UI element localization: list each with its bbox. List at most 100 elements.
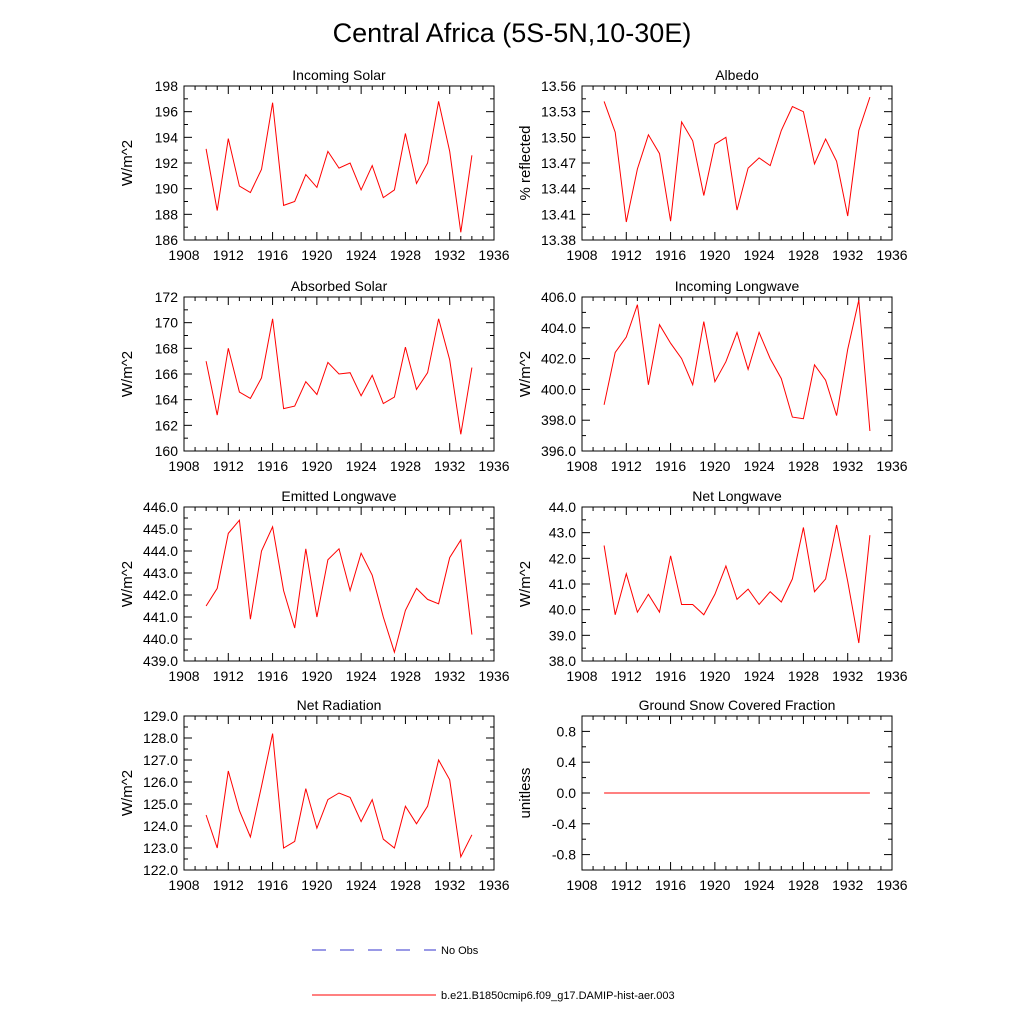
- y-tick-label: 38.0: [549, 653, 576, 669]
- panel-1: Incoming Solar 1908 1912 1916 1920 1924 1928 19…: [119, 67, 510, 263]
- x-tick-label: 1932: [832, 668, 863, 684]
- series-line: [205, 518, 473, 655]
- x-tick-label: 1932: [832, 458, 863, 474]
- plot-frame: [581, 296, 893, 452]
- y-tick-label: 404.0: [541, 320, 576, 336]
- panel-4: Incoming Longwave 1908 1912 1916 1920 1924 192…: [517, 278, 908, 474]
- x-tick-label: 1908: [566, 458, 597, 474]
- x-tick-label: 1924: [744, 668, 775, 684]
- x-tick-label: 1932: [434, 877, 465, 893]
- panel-5: Emitted Longwave 1908 1912 1916 1920 1924 1928…: [119, 488, 510, 684]
- panel-8: Ground Snow Covered Fraction 1908 1912 1916…: [517, 697, 908, 893]
- y-tick-label: 400.0: [541, 381, 576, 397]
- legend-label: b.e21.B1850cmip6.f09_g17.DAMIP-hist-aer.…: [441, 990, 675, 1002]
- x-tick-label: 1912: [213, 458, 244, 474]
- y-tick-label: 198: [155, 78, 179, 94]
- x-tick-label: 1920: [301, 458, 332, 474]
- y-tick-label: 445.0: [143, 521, 178, 537]
- x-tick-label: 1932: [832, 877, 863, 893]
- y-tick-label: 192: [155, 155, 179, 171]
- x-tick-label: 1924: [744, 458, 775, 474]
- x-tick-label: 1932: [434, 668, 465, 684]
- x-tick-label: 1924: [346, 247, 377, 263]
- x-tick-label: 1924: [346, 877, 377, 893]
- x-tick-label: 1928: [390, 668, 421, 684]
- y-tick-label: 39.0: [549, 627, 576, 643]
- x-tick-label: 1920: [301, 668, 332, 684]
- x-tick-label: 1916: [257, 458, 288, 474]
- y-tick-label: 402.0: [541, 351, 576, 367]
- y-tick-label: 42.0: [549, 550, 576, 566]
- series-line: [205, 733, 473, 859]
- panel-6: Net Longwave 1908 1912 1916 1920 1924 1928 1932…: [517, 488, 908, 684]
- x-tick-label: 1916: [655, 877, 686, 893]
- x-tick-label: 1916: [257, 247, 288, 263]
- y-tick-label: 123.0: [143, 840, 178, 856]
- x-tick-label: 1916: [655, 247, 686, 263]
- x-tick-label: 1932: [434, 458, 465, 474]
- x-tick-label: 1908: [168, 458, 199, 474]
- x-tick-label: 1908: [566, 668, 597, 684]
- y-axis-label: W/m^2: [119, 140, 136, 186]
- x-tick-label: 1920: [699, 668, 730, 684]
- y-tick-label: 13.44: [541, 181, 576, 197]
- x-tick-label: 1928: [788, 458, 819, 474]
- y-tick-label: 444.0: [143, 543, 178, 559]
- y-tick-label: 160: [155, 443, 179, 459]
- y-axis-label: W/m^2: [517, 351, 534, 397]
- series-line: [603, 524, 871, 644]
- y-tick-label: 396.0: [541, 443, 576, 459]
- y-tick-label: 0.0: [557, 785, 577, 801]
- x-tick-label: 1924: [744, 247, 775, 263]
- x-tick-label: 1928: [390, 458, 421, 474]
- y-tick-label: 190: [155, 181, 179, 197]
- y-tick-label: 13.50: [541, 129, 576, 145]
- y-tick-label: 40.0: [549, 602, 576, 618]
- x-tick-label: 1908: [168, 247, 199, 263]
- x-tick-label: 1912: [611, 458, 642, 474]
- x-tick-label: 1920: [699, 877, 730, 893]
- y-tick-label: 164: [155, 392, 179, 408]
- y-tick-label: 168: [155, 340, 179, 356]
- legend: No Obs b.e21.B1850cmip6.f09_g17.DAMIP-his…: [312, 945, 675, 1002]
- plot-frame: [183, 85, 495, 241]
- x-tick-label: 1928: [390, 877, 421, 893]
- figure-title: Central Africa (5S-5N,10-30E): [333, 18, 692, 48]
- y-tick-label: 129.0: [143, 708, 178, 724]
- y-tick-label: 166: [155, 366, 179, 382]
- x-tick-label: 1928: [788, 247, 819, 263]
- y-tick-label: 124.0: [143, 818, 178, 834]
- y-tick-label: -0.8: [552, 847, 576, 863]
- y-tick-label: 128.0: [143, 730, 178, 746]
- x-tick-label: 1908: [566, 877, 597, 893]
- panel-7: Net Radiation 1908 1912 1916 1920 1924 1928 193…: [119, 697, 510, 893]
- x-tick-label: 1928: [788, 877, 819, 893]
- x-tick-label: 1912: [611, 247, 642, 263]
- y-tick-label: 194: [155, 129, 179, 145]
- y-tick-label: 122.0: [143, 862, 178, 878]
- x-tick-label: 1936: [478, 877, 509, 893]
- y-tick-label: 44.0: [549, 499, 576, 515]
- panel-title: Ground Snow Covered Fraction: [639, 697, 836, 713]
- x-tick-label: 1936: [876, 877, 907, 893]
- panel-title: Emitted Longwave: [281, 488, 396, 504]
- series-line: [205, 318, 473, 435]
- x-tick-label: 1936: [876, 458, 907, 474]
- x-tick-label: 1936: [478, 668, 509, 684]
- x-tick-label: 1924: [346, 458, 377, 474]
- y-tick-label: 13.38: [541, 232, 576, 248]
- y-axis-label: W/m^2: [119, 770, 136, 816]
- y-tick-label: 41.0: [549, 576, 576, 592]
- y-tick-label: 13.41: [541, 206, 576, 222]
- y-tick-label: 442.0: [143, 587, 178, 603]
- x-tick-label: 1912: [213, 247, 244, 263]
- x-tick-label: 1928: [788, 668, 819, 684]
- x-tick-label: 1912: [611, 668, 642, 684]
- x-tick-label: 1936: [876, 247, 907, 263]
- y-tick-label: 172: [155, 289, 179, 305]
- x-tick-label: 1920: [301, 877, 332, 893]
- y-tick-label: 398.0: [541, 412, 576, 428]
- x-tick-label: 1932: [832, 247, 863, 263]
